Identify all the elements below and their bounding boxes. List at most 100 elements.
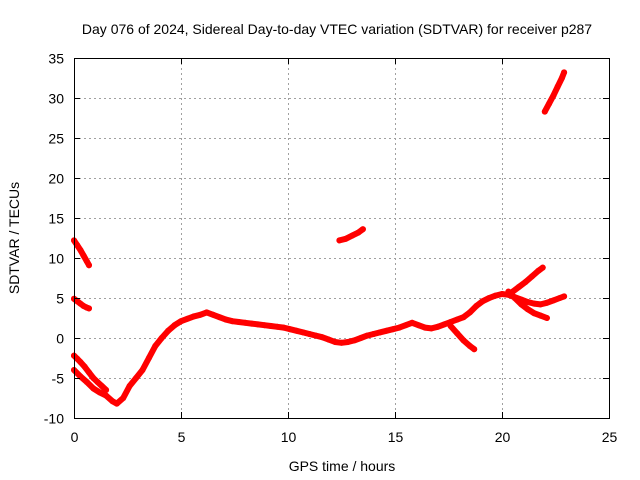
- series-band: [71, 291, 568, 407]
- plot-frame: [74, 58, 610, 419]
- data-point: [342, 235, 349, 242]
- data-point: [531, 310, 538, 317]
- data-point: [499, 291, 505, 297]
- x-tick-label: 0: [71, 429, 79, 445]
- data-point: [267, 323, 274, 329]
- data-point: [96, 389, 103, 396]
- data-point: [546, 100, 553, 107]
- data-point: [203, 309, 210, 316]
- data-point: [216, 314, 223, 321]
- data-point: [357, 335, 364, 341]
- data-point: [454, 316, 461, 323]
- y-tick-label: 5: [56, 291, 64, 307]
- data-point: [86, 369, 92, 376]
- data-point: [460, 337, 467, 344]
- data-point: [561, 293, 568, 300]
- data-point: [325, 336, 332, 343]
- x-tick-label: 10: [281, 429, 297, 445]
- x-tick-label: 15: [388, 429, 404, 445]
- data-point: [139, 367, 146, 373]
- data-point: [454, 330, 461, 337]
- x-axis-title: GPS time / hours: [289, 458, 396, 474]
- data-point: [255, 321, 261, 328]
- data-point: [524, 299, 531, 305]
- data-point: [377, 329, 383, 336]
- data-point: [466, 309, 473, 316]
- data-point: [77, 359, 84, 365]
- y-tick-label: 30: [48, 91, 64, 107]
- data-point: [409, 319, 416, 326]
- data-point: [531, 300, 538, 307]
- y-tick-label: 35: [48, 51, 64, 67]
- data-point: [248, 320, 255, 327]
- x-tick-label: 20: [495, 429, 511, 445]
- series-main: [71, 291, 568, 407]
- data-point: [522, 279, 529, 285]
- data-point: [98, 383, 105, 389]
- data-point: [81, 363, 88, 370]
- y-tick-label: 10: [48, 251, 64, 267]
- data-point: [184, 315, 191, 322]
- data-point: [518, 301, 525, 308]
- data-point: [383, 327, 390, 334]
- data-point: [516, 283, 523, 290]
- data-point: [460, 314, 467, 321]
- data-point: [338, 339, 345, 346]
- data-point: [171, 322, 178, 329]
- data-point: [441, 321, 448, 328]
- data-point: [422, 324, 428, 331]
- data-point: [402, 322, 409, 329]
- data-point: [364, 332, 371, 339]
- data-point: [535, 267, 542, 274]
- data-point: [306, 331, 313, 337]
- data-point: [539, 264, 546, 271]
- data-point: [471, 346, 478, 353]
- series-late-high: [541, 69, 568, 115]
- series-evening-rise: [509, 264, 546, 295]
- data-point: [336, 237, 343, 244]
- series-evening-dip: [447, 323, 478, 353]
- data-point: [351, 337, 358, 344]
- data-point: [242, 319, 249, 326]
- data-point: [473, 303, 480, 309]
- data-point: [355, 229, 362, 236]
- data-point: [389, 326, 396, 333]
- series-early-mid: [71, 295, 92, 312]
- data-point: [561, 69, 568, 76]
- data-point: [222, 316, 229, 323]
- data-point: [447, 323, 454, 329]
- data-point: [370, 331, 377, 337]
- data-point: [524, 306, 531, 313]
- data-point: [543, 299, 550, 306]
- data-point: [558, 75, 565, 81]
- data-point: [537, 312, 544, 319]
- data-point: [505, 288, 512, 295]
- data-point: [158, 335, 165, 341]
- y-tick-label: 20: [48, 171, 64, 187]
- data-point: [90, 375, 97, 381]
- data-point: [103, 387, 110, 393]
- data-point: [396, 324, 403, 331]
- y-tick-label: -5: [52, 371, 65, 387]
- series-evening-fall: [505, 288, 550, 321]
- data-point: [197, 311, 204, 318]
- data-point: [359, 226, 366, 233]
- data-point: [274, 323, 281, 330]
- data-point: [434, 323, 441, 330]
- data-point: [83, 379, 90, 385]
- data-point: [152, 343, 159, 349]
- data-point: [210, 311, 217, 318]
- axis-ticks: 0 5 10 15 20 25 -10 -5 0 5 10 15 20 25 30 35: [44, 51, 618, 446]
- data-point: [113, 400, 120, 407]
- data-point: [120, 395, 127, 401]
- data-point: [261, 322, 268, 329]
- chart-title: Day 076 of 2024, Sidereal Day-to-day VTE…: [82, 21, 592, 37]
- data-point: [486, 295, 493, 301]
- y-tick-label: -10: [44, 411, 64, 427]
- data-point: [133, 375, 140, 381]
- y-tick-label: 0: [56, 331, 64, 347]
- data-point: [550, 92, 557, 99]
- data-point: [165, 327, 172, 334]
